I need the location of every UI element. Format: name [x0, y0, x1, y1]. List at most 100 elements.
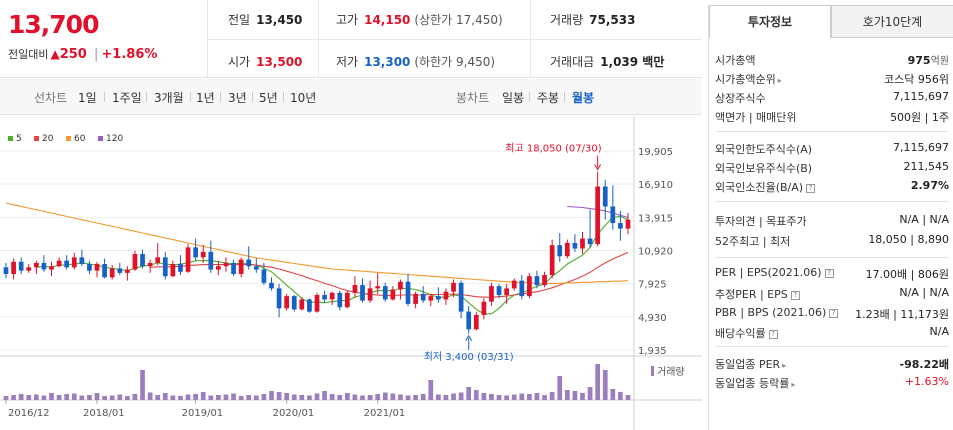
candle-body	[504, 288, 509, 296]
candle	[398, 279, 403, 300]
pbr-bps-row: PBR | BPS (2021.06)? 1.23배 | 11,173원	[715, 306, 949, 321]
legend-label-60: 60	[74, 134, 86, 144]
candle	[102, 258, 107, 279]
candle-body	[269, 282, 274, 289]
y-tick-label: 7,925	[638, 280, 667, 291]
volume-bar	[610, 389, 616, 400]
candle-body	[390, 289, 396, 300]
candle	[71, 252, 77, 270]
candle-body	[436, 296, 441, 300]
volume-bar	[18, 394, 24, 400]
candle-body	[18, 261, 24, 271]
candle-weekly[interactable]: 주봉	[537, 91, 560, 105]
min-annotation: 최저 3,400 (03/31)	[424, 351, 514, 363]
help-icon[interactable]: ?	[768, 329, 778, 339]
volume-bar	[307, 395, 312, 400]
candle	[436, 287, 441, 303]
volume-bar	[595, 364, 601, 400]
help-icon[interactable]: ?	[790, 290, 800, 300]
candle	[216, 260, 221, 276]
candle-body	[587, 238, 593, 245]
candle-body	[382, 286, 388, 300]
min-arrow-head-icon	[465, 334, 473, 342]
volume-bar	[64, 394, 70, 400]
period-10y[interactable]: 10년	[290, 91, 317, 105]
candle	[564, 239, 570, 259]
volume-bar	[451, 393, 456, 400]
candle	[375, 272, 381, 294]
volume-bar	[549, 392, 555, 400]
help-icon[interactable]: ?	[824, 268, 834, 278]
candle	[458, 280, 464, 319]
candle-body	[534, 276, 540, 286]
period-3y[interactable]: 3년	[228, 91, 247, 105]
tab-order-book[interactable]: 호가10단계	[831, 5, 953, 38]
candle-body	[618, 223, 623, 229]
candle-body	[125, 269, 130, 273]
volume-bar	[231, 393, 236, 400]
volume-bar	[436, 394, 441, 400]
period-3m[interactable]: 3개월	[154, 91, 184, 105]
candle-body	[56, 260, 62, 267]
candle	[420, 286, 426, 303]
candle-body	[322, 295, 327, 300]
candle	[344, 290, 350, 309]
volume-bar	[557, 376, 563, 400]
candle-body	[595, 186, 601, 245]
max-annotation: 최고 18,050 (07/30)	[505, 143, 601, 155]
candle	[307, 298, 312, 313]
candle	[534, 270, 540, 289]
market-cap-row: 시가총액 975억원	[715, 54, 949, 67]
candle	[519, 275, 525, 300]
candle-body	[625, 219, 631, 229]
period-5y[interactable]: 5년	[259, 91, 278, 105]
chevron-right-icon: ▸	[777, 76, 782, 85]
candle	[231, 259, 236, 277]
max-arrow-head-icon	[594, 164, 602, 171]
volume-bar	[367, 395, 373, 400]
volume-bar	[291, 394, 297, 400]
legend-swatch-5	[8, 136, 13, 141]
candle-body	[337, 292, 343, 308]
volume-bar	[223, 394, 229, 400]
period-1d[interactable]: 1일	[78, 91, 97, 105]
tab-investment-info[interactable]: 투자정보	[709, 5, 831, 38]
line-chart-title: 선차트	[34, 91, 68, 105]
volume-bar	[564, 390, 570, 400]
help-icon[interactable]: ?	[806, 183, 816, 193]
candle-body	[185, 247, 191, 272]
volume-bar	[246, 395, 252, 400]
volume-bar	[390, 393, 396, 400]
y-tick-label: 10,920	[638, 247, 673, 258]
period-1w[interactable]: 1주일	[112, 91, 142, 105]
candle	[125, 266, 130, 281]
candle-monthly[interactable]: 월봉	[572, 91, 595, 105]
y-tick-label: 1,935	[638, 346, 667, 357]
volume-bar	[428, 380, 434, 400]
candle	[193, 238, 198, 261]
volume-bar	[337, 395, 343, 400]
volume-bar	[132, 394, 138, 400]
stock-chart[interactable]: 5 20 60 120 19,905 16,910 13,915 10,920 7,925 4,…	[0, 116, 702, 430]
volume-bars: 거래량	[3, 364, 685, 400]
price-change: 전일대비 ▲250 | +1.86%	[8, 47, 158, 62]
candle-body	[344, 292, 350, 308]
help-icon[interactable]: ?	[829, 308, 839, 318]
candle-body	[238, 259, 244, 274]
candle-body	[360, 285, 365, 301]
volume-bar	[208, 395, 214, 400]
volume-bar	[261, 394, 267, 400]
candle-daily[interactable]: 일봉	[502, 91, 525, 105]
candle-body	[557, 245, 563, 257]
candle	[178, 255, 183, 276]
legend-label-20: 20	[42, 134, 54, 144]
volume-bar	[352, 394, 358, 400]
volume-bar	[216, 395, 221, 400]
volume-bar	[87, 395, 92, 400]
volume-bar	[200, 392, 206, 400]
volume-bar	[625, 395, 631, 400]
candle-body	[542, 275, 547, 286]
volume-bar	[572, 391, 578, 400]
volume-bar	[443, 395, 449, 400]
period-1y[interactable]: 1년	[196, 91, 215, 105]
